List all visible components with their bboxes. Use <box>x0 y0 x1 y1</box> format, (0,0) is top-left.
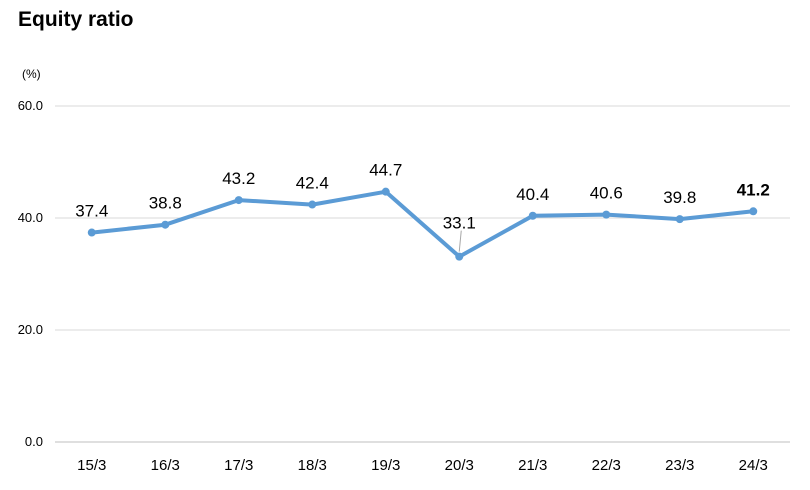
x-tick-label: 22/3 <box>592 457 621 474</box>
data-label: 33.1 <box>443 214 476 233</box>
series-line <box>89 189 756 259</box>
y-tick-label: 60.0 <box>18 98 43 113</box>
data-label: 44.7 <box>369 161 402 180</box>
x-tick-labels: 15/3 16/3 17/3 18/3 19/3 20/3 21/3 22/3 23/3 24/3 <box>77 457 768 474</box>
x-tick-label: 21/3 <box>518 457 547 474</box>
chart-title: Equity ratio <box>18 8 134 31</box>
series-line-equity-ratio <box>89 189 756 259</box>
y-tick-labels: 0.0 20.0 40.0 60.0 <box>18 98 43 449</box>
x-tick-label: 24/3 <box>739 457 768 474</box>
x-tick-label: 16/3 <box>151 457 180 474</box>
data-label: 42.4 <box>296 174 329 193</box>
data-point <box>234 196 243 205</box>
data-point <box>308 200 317 209</box>
data-point <box>381 187 390 196</box>
y-tick-label: 20.0 <box>18 322 43 337</box>
data-label: 41.2 <box>737 180 770 199</box>
data-point <box>675 215 684 224</box>
data-label: 38.8 <box>149 194 182 213</box>
data-label: 43.2 <box>222 169 255 188</box>
data-point <box>602 210 611 219</box>
x-tick-label: 15/3 <box>77 457 106 474</box>
data-label: 37.4 <box>75 202 108 221</box>
data-labels: 37.4 38.8 43.2 42.4 44.7 33.1 40.4 40.6 39.8 41.2 <box>75 161 770 252</box>
x-tick-label: 18/3 <box>298 457 327 474</box>
y-tick-label: 40.0 <box>18 210 43 225</box>
data-label: 39.8 <box>663 188 696 207</box>
data-point <box>749 207 758 216</box>
y-axis-unit: (%) <box>22 67 41 81</box>
data-points <box>87 187 758 261</box>
data-label: 40.6 <box>590 184 623 203</box>
x-tick-label: 17/3 <box>224 457 253 474</box>
data-point <box>455 252 464 261</box>
data-label-leader <box>458 230 462 252</box>
data-point <box>161 220 170 229</box>
data-label: 40.4 <box>516 185 549 204</box>
data-point <box>528 211 537 220</box>
x-tick-label: 19/3 <box>371 457 400 474</box>
y-tick-label: 0.0 <box>25 434 43 449</box>
grid-lines <box>55 105 790 443</box>
data-point <box>87 228 96 237</box>
x-tick-label: 20/3 <box>445 457 474 474</box>
x-tick-label: 23/3 <box>665 457 694 474</box>
